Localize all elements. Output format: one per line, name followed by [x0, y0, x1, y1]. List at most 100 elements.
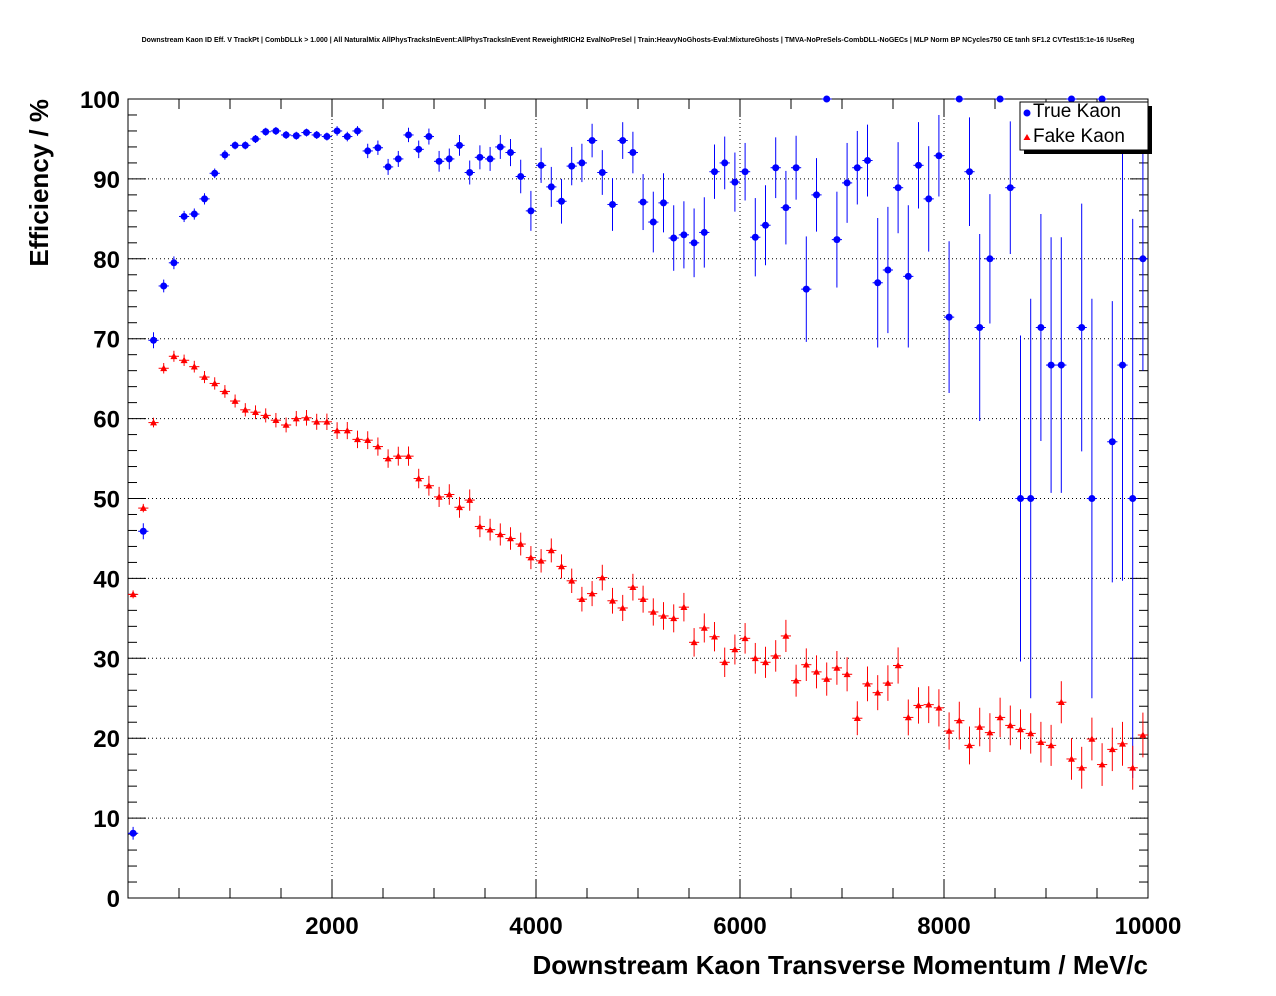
data-point	[996, 95, 1004, 103]
data-point	[445, 491, 453, 498]
data-point	[221, 387, 229, 395]
data-point	[272, 416, 280, 423]
data-point	[578, 595, 586, 602]
data-point	[1047, 741, 1055, 749]
data-point	[894, 184, 902, 192]
data-point	[303, 414, 310, 421]
data-point	[374, 443, 382, 450]
y-tick-label: 20	[93, 726, 120, 753]
data-point	[670, 234, 678, 242]
data-point	[221, 151, 229, 159]
data-point	[864, 680, 871, 687]
data-point	[751, 654, 759, 662]
data-point	[741, 634, 749, 642]
data-point	[690, 239, 698, 247]
data-point	[1027, 729, 1035, 737]
data-point	[150, 419, 157, 426]
data-point	[1047, 361, 1055, 369]
data-point	[558, 197, 565, 205]
data-point	[721, 159, 729, 167]
data-point	[537, 557, 545, 564]
data-point	[170, 352, 178, 360]
data-point	[1037, 738, 1045, 745]
data-point	[762, 221, 769, 229]
x-axis-title: Downstream Kaon Transverse Momentum / Me…	[532, 950, 1148, 980]
data-point	[262, 128, 270, 136]
data-point	[904, 713, 912, 721]
data-point	[394, 155, 402, 163]
data-point	[609, 597, 616, 604]
legend-box	[1019, 101, 1149, 151]
data-point	[792, 164, 800, 172]
data-point	[486, 526, 494, 533]
data-point	[976, 324, 984, 332]
data-point	[823, 95, 831, 103]
data-point	[527, 554, 535, 561]
data-point	[231, 397, 239, 404]
data-point	[384, 163, 392, 171]
y-tick-label: 40	[93, 566, 120, 593]
data-point	[537, 161, 545, 169]
data-point	[731, 178, 739, 186]
data-point	[303, 129, 310, 137]
legend: True Kaon Fake Kaon	[1019, 101, 1152, 154]
data-point	[354, 435, 361, 443]
x-tick-label: 10000	[1115, 913, 1182, 940]
y-tick-label: 80	[93, 247, 120, 274]
data-point	[150, 336, 157, 344]
data-point	[976, 723, 984, 730]
data-point	[201, 195, 208, 203]
data-point	[201, 373, 208, 380]
data-point	[323, 418, 331, 425]
data-point	[1027, 495, 1035, 502]
data-point	[394, 452, 402, 459]
data-point	[1108, 745, 1116, 753]
data-point	[211, 169, 219, 177]
data-point	[874, 689, 882, 696]
data-point	[466, 169, 474, 177]
data-point	[966, 168, 973, 176]
y-tick-label: 90	[93, 167, 120, 194]
data-point	[313, 418, 321, 425]
data-series	[128, 95, 1148, 840]
x-tick-label: 6000	[713, 913, 766, 940]
data-point	[853, 714, 861, 722]
data-point	[1017, 495, 1024, 502]
data-point	[282, 421, 290, 428]
data-point	[1057, 361, 1065, 369]
data-point	[333, 427, 341, 434]
data-point	[1078, 324, 1086, 332]
series-fake-kaon	[128, 350, 1148, 790]
data-point	[323, 133, 331, 141]
data-point	[139, 504, 147, 511]
data-point	[1139, 731, 1147, 738]
data-point	[629, 583, 637, 590]
data-point	[364, 147, 372, 155]
data-point	[435, 493, 443, 500]
data-point	[813, 668, 820, 675]
data-point	[415, 145, 423, 153]
data-point	[649, 218, 657, 226]
data-point	[843, 670, 851, 678]
data-point	[1098, 95, 1106, 103]
data-point	[619, 604, 627, 611]
data-point	[496, 530, 504, 538]
x-tick-label: 4000	[509, 913, 562, 940]
data-point	[955, 717, 963, 724]
data-point	[547, 546, 555, 554]
data-point	[598, 169, 606, 177]
y-tick-label: 50	[93, 487, 120, 514]
data-point	[833, 236, 841, 244]
y-tick-label: 70	[93, 327, 120, 354]
data-point	[1068, 95, 1075, 103]
data-point	[853, 164, 861, 172]
data-point	[649, 608, 657, 615]
data-point	[955, 95, 963, 103]
data-point	[894, 661, 902, 669]
data-point	[741, 168, 749, 176]
data-point	[711, 168, 718, 176]
data-point	[384, 455, 392, 462]
data-point	[1098, 761, 1106, 768]
data-point	[313, 131, 321, 139]
